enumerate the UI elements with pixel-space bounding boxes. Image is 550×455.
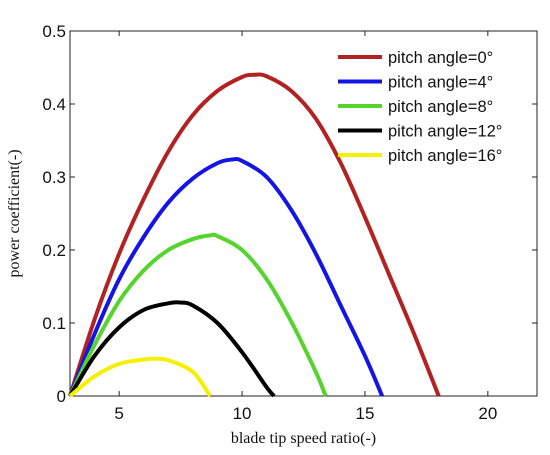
x-tick-label: 15 xyxy=(355,404,374,423)
y-tick-label: 0.5 xyxy=(42,22,66,41)
y-axis-title: power coefficient(-) xyxy=(6,149,23,277)
x-tick-label: 20 xyxy=(478,404,497,423)
series-line-3 xyxy=(68,300,276,398)
series-line-0 xyxy=(68,72,441,397)
series-line-2 xyxy=(68,232,328,397)
x-axis-title: blade tip speed ratio(-) xyxy=(231,430,376,447)
y-tick-label: 0.3 xyxy=(42,168,66,187)
y-axis: 0 0.1 0.2 0.3 0.4 0.5 xyxy=(42,22,537,406)
y-tick-label: 0.4 xyxy=(42,95,66,114)
x-tick-label: 5 xyxy=(114,404,123,423)
legend-label-2: pitch angle=8° xyxy=(388,98,493,116)
plot-area xyxy=(69,30,538,397)
y-tick-label: 0 xyxy=(57,387,66,406)
legend-label-1: pitch angle=4° xyxy=(388,74,493,92)
series-line-4 xyxy=(68,356,212,398)
legend-label-3: pitch angle=12° xyxy=(388,123,502,141)
y-tick-label: 0.2 xyxy=(42,241,66,260)
legend-label-4: pitch angle=16° xyxy=(388,147,502,165)
series-line-1 xyxy=(68,156,384,397)
legend: pitch angle=0° pitch angle=4° pitch angle=… xyxy=(338,49,502,165)
x-tick-label: 10 xyxy=(233,404,252,423)
series-layer xyxy=(68,72,441,398)
y-tick-label: 0.1 xyxy=(42,314,66,333)
x-axis: 5 10 15 20 xyxy=(114,31,497,423)
legend-label-0: pitch angle=0° xyxy=(388,49,493,67)
